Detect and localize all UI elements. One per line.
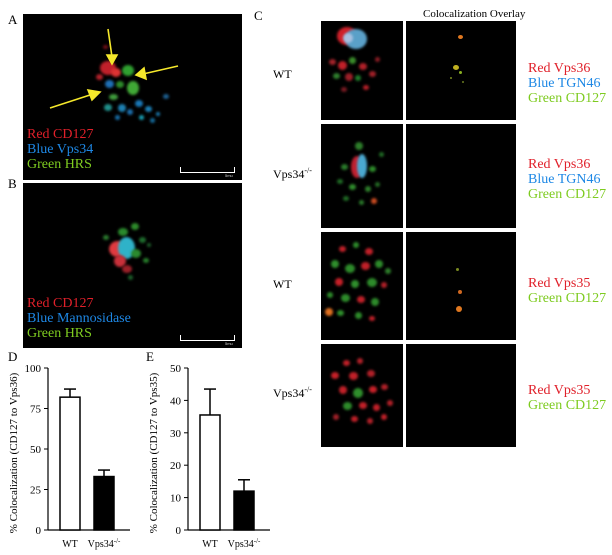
c-row3-legend: Red Vps35 Green CD127 bbox=[528, 276, 606, 306]
c-row3-label-text: WT bbox=[273, 277, 292, 291]
c-row4-merge bbox=[321, 344, 403, 447]
c-row2-legend-red: Red Vps36 bbox=[528, 157, 591, 172]
chart-d-xtick-label-0: WT bbox=[62, 539, 78, 550]
chart-d: 0 25 50 75 100 % Colocalization (CD127 to Vps… bbox=[8, 363, 130, 550]
c-row3-legend-red: Red Vps35 bbox=[528, 276, 591, 291]
chart-e-bar-0 bbox=[199, 414, 221, 531]
c-row4-label-sup: -/- bbox=[304, 385, 312, 394]
panel-label-a: A bbox=[8, 12, 18, 27]
chart-d-ytick-label-4: 100 bbox=[25, 363, 42, 375]
chart-d-ylabel: % Colocalization (CD127 to Vps36) bbox=[8, 372, 20, 533]
c-row4-legend-green: Green CD127 bbox=[528, 398, 607, 413]
arrows-a bbox=[49, 28, 179, 109]
chart-d-xtick-label-1: Vps34-/- bbox=[88, 537, 121, 550]
c-row3-legend-green: Green CD127 bbox=[528, 291, 607, 306]
panel-label-c: C bbox=[254, 8, 263, 23]
c-row4-label-text: Vps34 bbox=[273, 386, 305, 400]
c-row1-label-text: WT bbox=[273, 67, 292, 81]
legend-b-red: Red CD127 bbox=[27, 296, 94, 311]
c-row2-legend: Red Vps36 Blue TGN46 Green CD127 bbox=[528, 157, 606, 202]
chart-e: 0 10 20 30 40 50 % Colocalization (CD127 to Vp… bbox=[148, 363, 270, 550]
scale-bar-b bbox=[180, 335, 235, 341]
c-row2-legend-green: Green CD127 bbox=[528, 187, 607, 202]
chart-e-ytick-label-1: 10 bbox=[170, 493, 182, 505]
c-row1-legend-blue: Blue TGN46 bbox=[528, 76, 601, 91]
legend-a: Red CD127 Blue Vps34 Green HRS bbox=[27, 127, 94, 172]
chart-e-ytick-label-2: 20 bbox=[170, 460, 182, 472]
chart-d-ytick-label-1: 25 bbox=[30, 485, 42, 497]
chart-e-xtick-label-1: Vps34-/- bbox=[228, 537, 261, 550]
legend-a-green: Green HRS bbox=[27, 157, 92, 172]
micrograph-b bbox=[23, 183, 242, 348]
panel-label-e: E bbox=[146, 349, 154, 364]
c-row2-label-text: Vps34 bbox=[273, 167, 305, 181]
chart-e-xtick-label-0: WT bbox=[202, 539, 218, 550]
c-row4-legend-red: Red Vps35 bbox=[528, 383, 591, 398]
chart-e-ylabel: % Colocalization (CD127 to Vps35) bbox=[148, 372, 160, 533]
scale-bar-a-text: 5mu bbox=[225, 173, 233, 178]
legend-b: Red CD127 Blue Mannosidase Green HRS bbox=[27, 296, 131, 341]
c-row1-overlay bbox=[406, 21, 516, 120]
chart-d-bar-0 bbox=[59, 396, 81, 531]
chart-d-ytick-label-0: 0 bbox=[36, 525, 42, 537]
chart-e-ytick-label-4: 40 bbox=[170, 395, 182, 407]
legend-b-green: Green HRS bbox=[27, 326, 92, 341]
c-row2-label-sup: -/- bbox=[304, 166, 312, 175]
c-row4-label: Vps34-/- bbox=[273, 385, 312, 401]
chart-d-bar-1 bbox=[93, 475, 115, 531]
scale-bar-b-text: 5mu bbox=[225, 341, 233, 346]
micrograph-a bbox=[23, 14, 242, 180]
c-row2-merge bbox=[321, 124, 403, 228]
chart-e-ytick-label-0: 0 bbox=[176, 525, 182, 537]
c-row1-merge bbox=[321, 21, 403, 120]
scale-bar-a bbox=[180, 167, 235, 173]
c-row2-legend-blue: Blue TGN46 bbox=[528, 172, 601, 187]
chart-e-ytick-label-3: 30 bbox=[170, 428, 182, 440]
chart-d-ytick-label-3: 75 bbox=[30, 404, 42, 416]
chart-e-bar-1 bbox=[233, 490, 255, 531]
legend-b-blue: Blue Mannosidase bbox=[27, 311, 131, 326]
c-row1-legend-green: Green CD127 bbox=[528, 91, 607, 106]
chart-d-ytick-label-2: 50 bbox=[30, 444, 42, 456]
c-row1-legend: Red Vps36 Blue TGN46 Green CD127 bbox=[528, 61, 606, 106]
c-row2-label: Vps34-/- bbox=[273, 166, 312, 182]
legend-a-blue: Blue Vps34 bbox=[27, 142, 94, 157]
c-row3-label: WT bbox=[273, 276, 292, 292]
overlay-header: Colocalization Overlay bbox=[423, 8, 526, 20]
c-row1-label: WT bbox=[273, 66, 292, 82]
c-row1-legend-red: Red Vps36 bbox=[528, 61, 591, 76]
panel-label-d: D bbox=[8, 349, 18, 364]
c-row3-merge bbox=[321, 232, 403, 340]
panel-label-b: B bbox=[8, 176, 17, 191]
c-row3-overlay bbox=[406, 232, 516, 340]
chart-e-ytick-label-5: 50 bbox=[170, 363, 182, 375]
c-row4-legend: Red Vps35 Green CD127 bbox=[528, 383, 606, 413]
legend-a-red: Red CD127 bbox=[27, 127, 94, 142]
c-row2-overlay bbox=[406, 124, 516, 228]
c-row4-overlay bbox=[406, 344, 516, 447]
